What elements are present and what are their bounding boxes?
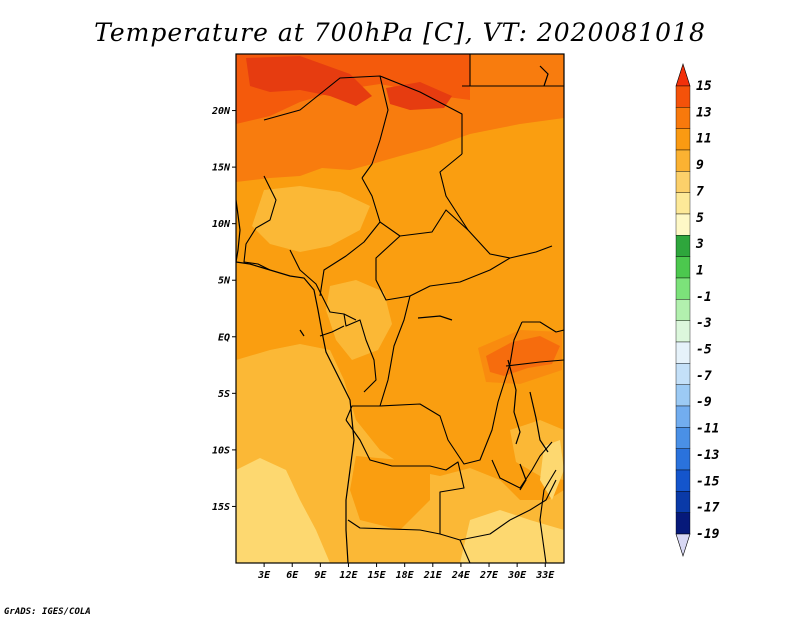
colorbar-segment (675, 384, 691, 407)
field-11-13-lakes (478, 330, 562, 384)
lon-tick-label: 6E (286, 570, 299, 581)
colorbar-segment (675, 235, 691, 257)
lon-tick-label: 30E (507, 570, 527, 581)
colorbar-label: -11 (696, 422, 719, 437)
lon-tick-label: 24E (451, 570, 471, 581)
field-5-7-southwest (236, 458, 330, 563)
lon-tick-label: 27E (479, 570, 499, 581)
colorbar-label: 13 (696, 105, 712, 120)
colorbar-segment (675, 427, 691, 449)
colorbar-label: -3 (696, 316, 712, 331)
temperature-map (236, 54, 564, 563)
colorbar-label: 11 (696, 132, 712, 147)
lat-tick-label: 10S (212, 445, 230, 456)
colorbar-label: 7 (696, 184, 704, 199)
colorbar-top-arrow (675, 63, 691, 87)
field-5-7-east-strip (540, 440, 564, 500)
lat-tick-label: 10N (212, 219, 231, 230)
field-9-11-congo (350, 456, 430, 530)
colorbar-label: -15 (696, 474, 720, 489)
lat-tick-label: 5S (218, 389, 230, 400)
colorbar-segment (675, 512, 691, 535)
colorbar-label: -9 (696, 395, 712, 410)
colorbar-label: -13 (696, 448, 720, 463)
colorbar: 15 13 11 9 7 5 3 1 -1 -3 -5 -7 -9 -11 -13 -15 -17 -19 (675, 63, 720, 557)
colorbar-segment (675, 171, 691, 193)
colorbar-segment (675, 149, 691, 172)
field-15-plus-north-2 (386, 82, 452, 110)
colorbar-segment (675, 469, 691, 492)
colorbar-segment (675, 128, 691, 151)
colorbar-bottom-arrow (675, 533, 691, 557)
colorbar-segment (675, 107, 691, 129)
field-15-plus-north (246, 56, 372, 106)
longitude-ticks: 3E 6E 9E 12E 15E 18E 21E 24E 27E 30E 33E (257, 563, 555, 581)
lon-tick-label: 3E (257, 570, 271, 581)
latitude-ticks: 20N 15N 10N 5N EQ 5S 10S 15S (211, 106, 236, 513)
colorbar-segment (675, 491, 691, 513)
colorbar-segment (675, 448, 691, 471)
colorbar-label: -17 (696, 501, 720, 516)
lat-tick-label: 5N (218, 276, 231, 287)
colorbar-label: 15 (696, 79, 712, 94)
colorbar-label: 3 (695, 237, 704, 252)
colorbar-segment (675, 405, 691, 428)
colorbar-label: -7 (696, 369, 712, 384)
country-borders (243, 54, 564, 563)
lon-tick-label: 9E (314, 570, 327, 581)
field-7-9-sahel (252, 186, 370, 252)
lat-tick-label: 20N (211, 106, 231, 117)
colorbar-segment (675, 213, 691, 236)
colorbar-label: -5 (696, 343, 712, 358)
colorbar-label: -19 (696, 527, 720, 542)
colorbar-segment (675, 299, 691, 321)
colorbar-segment (675, 277, 691, 300)
colorbar-segment (675, 363, 691, 385)
lon-tick-label: 18E (396, 570, 415, 581)
colorbar-segment (675, 256, 691, 279)
colorbar-segment (675, 85, 691, 108)
field-7-9-west (236, 344, 564, 563)
colorbar-label: 9 (696, 158, 704, 173)
colorbar-label: 5 (696, 211, 704, 226)
colorbar-label: -1 (696, 290, 712, 305)
lat-tick-label: EQ (218, 332, 230, 343)
colorbar-segment (675, 192, 691, 215)
colorbar-label: 1 (696, 263, 704, 278)
lon-tick-label: 15E (368, 570, 387, 581)
field-5-7-southeast (460, 510, 564, 563)
lon-tick-label: 21E (423, 570, 443, 581)
grads-credit: GrADS: IGES/COLA (4, 607, 91, 617)
map-frame (235, 53, 565, 564)
lon-tick-label: 12E (339, 570, 358, 581)
colorbar-segment (675, 341, 691, 364)
chart-title: Temperature at 700hPa [C], VT: 202008101… (94, 18, 706, 47)
colorbar-segment (675, 320, 691, 343)
coastline (236, 65, 549, 563)
lat-tick-label: 15S (212, 502, 230, 513)
lat-tick-label: 15N (212, 163, 231, 174)
lon-tick-label: 33E (535, 570, 555, 581)
